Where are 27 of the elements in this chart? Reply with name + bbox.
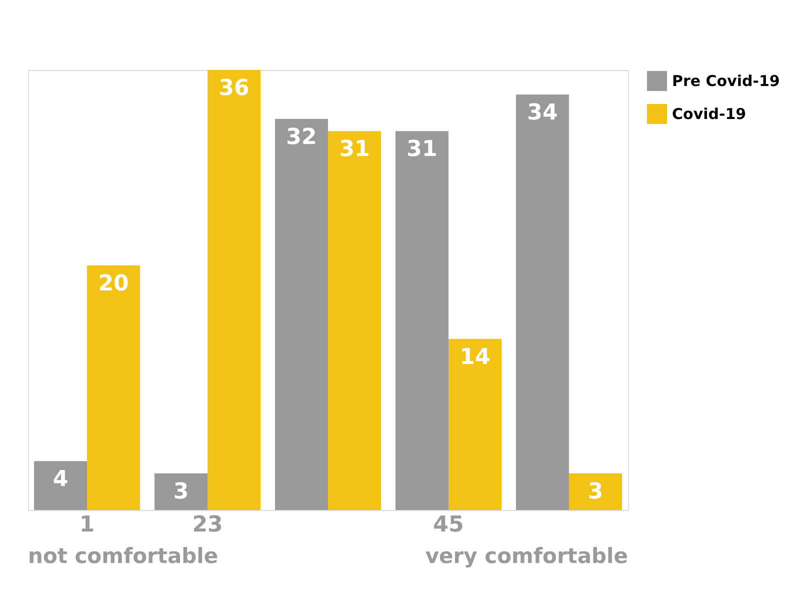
legend-label: Covid-19 — [672, 105, 746, 123]
bar — [395, 131, 448, 510]
bar — [34, 461, 88, 510]
data-label: 3 — [588, 479, 604, 504]
x-tick-label: 45 — [433, 512, 464, 538]
data-label: 31 — [339, 137, 370, 162]
bar — [516, 94, 569, 510]
data-label: 31 — [406, 137, 438, 162]
legend-label: Pre Covid-19 — [672, 72, 780, 90]
bar — [448, 338, 502, 510]
data-label: 3 — [173, 479, 189, 504]
bar — [154, 473, 208, 510]
bar — [87, 266, 140, 510]
bar — [568, 473, 622, 510]
data-label: 20 — [98, 272, 129, 297]
bar — [208, 70, 261, 510]
data-label: 36 — [218, 76, 250, 101]
data-label: 14 — [460, 344, 490, 370]
x-tick-label: 1 — [79, 512, 95, 538]
text: very comfortable — [425, 544, 628, 568]
text: not comfortable — [28, 544, 218, 568]
bar — [328, 131, 382, 510]
data-label: 34 — [527, 100, 558, 126]
x-tick-label: 23 — [192, 512, 223, 538]
bar — [274, 118, 328, 510]
data-label: 4 — [52, 467, 68, 492]
data-label: 32 — [286, 124, 317, 150]
